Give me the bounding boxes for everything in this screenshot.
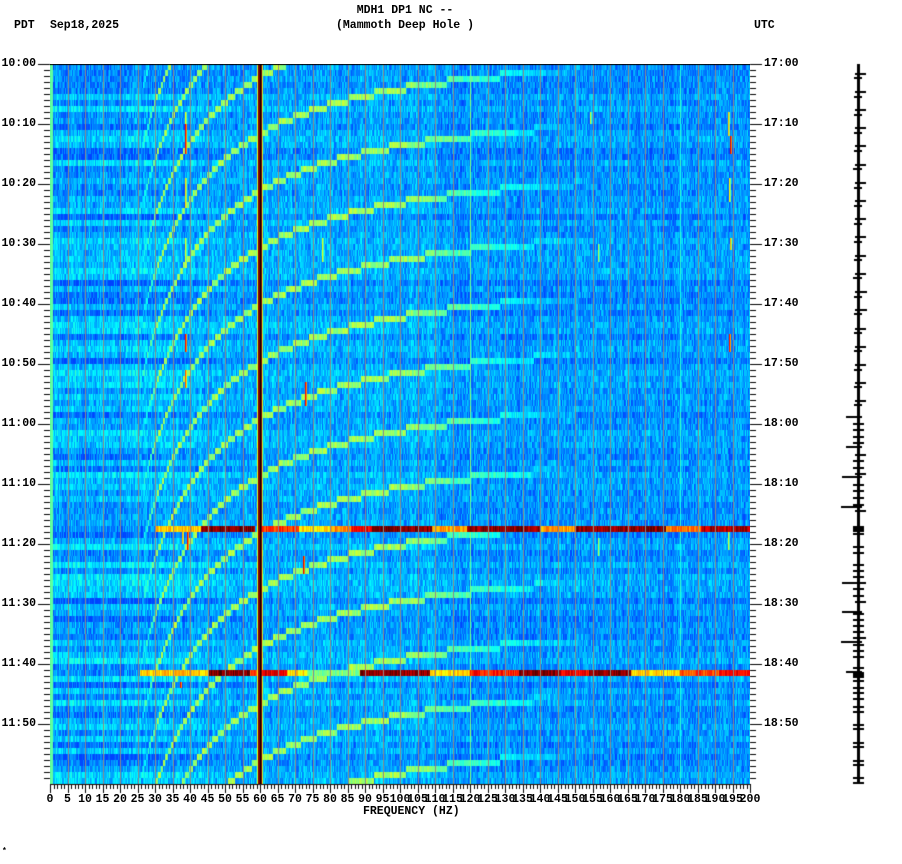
corner-mark: * <box>2 847 7 856</box>
y-tick-label-left: 11:00 <box>1 417 36 430</box>
y-tick-label-right: 17:10 <box>764 117 799 130</box>
x-tick-label: 10 <box>78 793 92 806</box>
x-tick-label: 0 <box>46 793 54 806</box>
y-tick-label-left: 10:00 <box>1 57 36 70</box>
x-tick-label: 180 <box>669 793 691 806</box>
x-tick-label: 155 <box>582 793 603 806</box>
y-tick-label-left: 11:50 <box>1 717 36 730</box>
x-tick-label: 100 <box>389 793 411 806</box>
x-tick-label: 70 <box>288 793 302 806</box>
x-tick-label: 105 <box>407 793 428 806</box>
y-tick-label-left: 11:30 <box>1 597 36 610</box>
x-tick-label: 90 <box>358 793 372 806</box>
x-tick-label: 135 <box>512 793 533 806</box>
y-tick-label-left: 10:30 <box>1 237 36 250</box>
y-tick-label-left: 10:50 <box>1 357 36 370</box>
x-tick-label: 35 <box>165 793 180 806</box>
y-tick-label-left: 11:40 <box>1 657 36 670</box>
x-tick-label: 165 <box>617 793 638 806</box>
x-tick-label: 65 <box>270 793 285 806</box>
x-tick-label: 60 <box>253 793 267 806</box>
x-tick-label: 170 <box>634 793 656 806</box>
x-tick-label: 40 <box>183 793 197 806</box>
x-tick-label: 110 <box>424 793 446 806</box>
x-tick-label: 125 <box>477 793 498 806</box>
x-tick-label: 80 <box>323 793 337 806</box>
x-tick-label: 140 <box>529 793 551 806</box>
y-tick-label-right: 18:00 <box>764 417 799 430</box>
x-tick-label: 75 <box>305 793 320 806</box>
x-tick-label: 150 <box>564 793 586 806</box>
x-tick-label: 15 <box>95 793 110 806</box>
x-tick-label: 95 <box>375 793 390 806</box>
x-tick-label: 115 <box>442 793 463 806</box>
y-tick-label-left: 10:20 <box>1 177 36 190</box>
x-tick-label: 175 <box>652 793 673 806</box>
x-tick-label: 145 <box>547 793 568 806</box>
x-tick-label: 55 <box>235 793 250 806</box>
y-tick-label-right: 17:20 <box>764 177 799 190</box>
x-tick-label: 185 <box>687 793 708 806</box>
y-tick-label-right: 18:20 <box>764 537 799 550</box>
x-axis-title: FREQUENCY (HZ) <box>363 805 460 818</box>
x-tick-label: 195 <box>722 793 743 806</box>
x-tick-label: 160 <box>599 793 621 806</box>
y-tick-label-left: 11:20 <box>1 537 36 550</box>
y-tick-label-right: 17:30 <box>764 237 799 250</box>
x-tick-label: 120 <box>459 793 481 806</box>
x-tick-label: 85 <box>340 793 355 806</box>
y-tick-label-right: 18:50 <box>764 717 799 730</box>
x-tick-label: 130 <box>494 793 516 806</box>
x-tick-label: 45 <box>200 793 215 806</box>
y-tick-label-left: 11:10 <box>1 477 36 490</box>
y-tick-label-left: 10:40 <box>1 297 36 310</box>
y-tick-label-right: 18:30 <box>764 597 799 610</box>
x-tick-label: 190 <box>704 793 726 806</box>
y-tick-label-left: 10:10 <box>1 117 36 130</box>
x-tick-label: 30 <box>148 793 162 806</box>
y-tick-label-right: 17:00 <box>764 57 799 70</box>
x-tick-label: 50 <box>218 793 232 806</box>
y-tick-label-right: 18:40 <box>764 657 799 670</box>
x-tick-label: 200 <box>739 793 761 806</box>
x-tick-label: 25 <box>130 793 145 806</box>
y-tick-label-right: 17:40 <box>764 297 799 310</box>
y-tick-label-right: 18:10 <box>764 477 799 490</box>
x-tick-label: 5 <box>64 793 71 806</box>
x-tick-label: 20 <box>113 793 127 806</box>
y-tick-label-right: 17:50 <box>764 357 799 370</box>
